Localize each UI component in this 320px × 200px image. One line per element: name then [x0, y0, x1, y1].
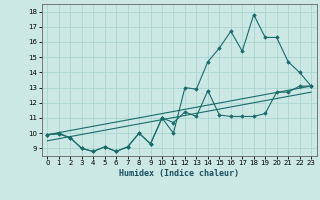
X-axis label: Humidex (Indice chaleur): Humidex (Indice chaleur): [119, 169, 239, 178]
